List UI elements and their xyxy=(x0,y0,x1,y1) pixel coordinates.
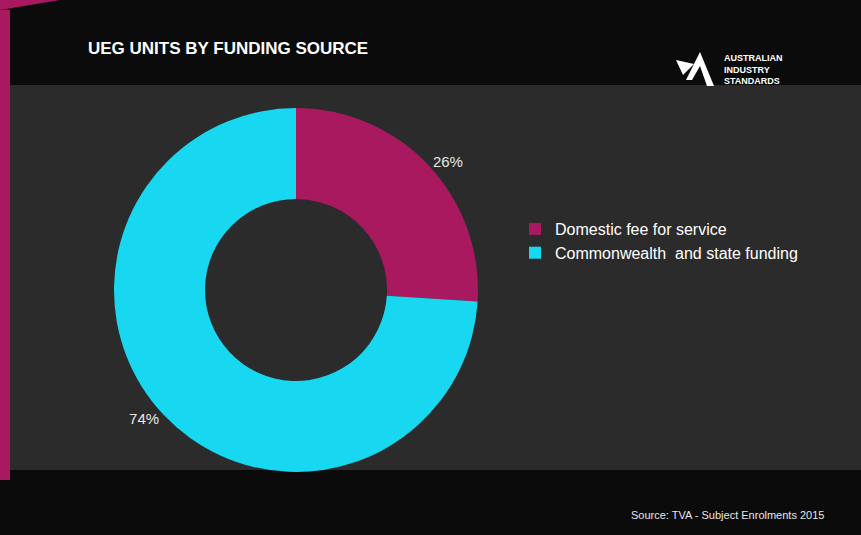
svg-text:26%: 26% xyxy=(433,153,463,170)
svg-text:AUSTRALIANINDUSTRYSTANDARDS: AUSTRALIANINDUSTRYSTANDARDS xyxy=(724,53,783,86)
svg-text:74%: 74% xyxy=(129,410,159,427)
svg-text:Commonwealth and state fundin: Commonwealth and state funding xyxy=(555,245,798,262)
svg-text:Domestic fee for service: Domestic fee for service xyxy=(555,221,727,238)
svg-text:UEG UNITS BY FUNDING SOURCE: UEG UNITS BY FUNDING SOURCE xyxy=(88,39,368,58)
svg-text:Source: TVA - Subject Enrolmen: Source: TVA - Subject Enrolments 2015 xyxy=(631,509,824,521)
